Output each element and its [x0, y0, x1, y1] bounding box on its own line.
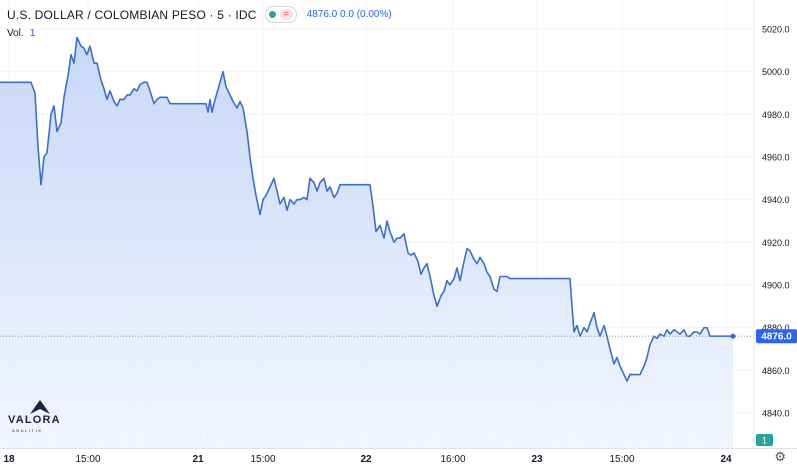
volume-tag-label: 1: [762, 436, 767, 446]
logo-wordmark: VALORA: [8, 414, 61, 426]
quote-readout: 4876.0 0.0 (0.00%): [306, 9, 392, 20]
price-axis[interactable]: 5020.0 5000.0 4980.0 4960.0 4940.0 4920.0 4900…: [762, 25, 790, 419]
y-tick-label: 4960.0: [762, 153, 790, 163]
last-price-tag: 4876.0: [756, 329, 797, 344]
x-tick-label: 23: [531, 454, 543, 465]
logo-mark-icon: [30, 400, 50, 414]
y-tick-label: 4920.0: [762, 238, 790, 248]
y-tick-label: 4900.0: [762, 281, 790, 291]
status-pill[interactable]: =: [264, 6, 297, 23]
x-tick-label: 15:00: [75, 454, 100, 465]
price-line: [0, 36, 733, 382]
x-tick-label: 22: [360, 454, 372, 465]
price-area-fill: [0, 37, 733, 448]
x-tick-label: 21: [192, 454, 204, 465]
x-tick-label: 15:00: [250, 454, 275, 465]
symbol-title[interactable]: U.S. DOLLAR / COLOMBIAN PESO · 5 · IDC: [7, 7, 257, 22]
volume-label: Vol.: [7, 28, 24, 39]
y-tick-label: 5020.0: [762, 25, 790, 35]
valora-logo: VALORA ANALITIK: [8, 400, 72, 434]
x-tick-label: 15:00: [609, 454, 634, 465]
y-tick-label: 4860.0: [762, 366, 790, 376]
gear-icon[interactable]: ⚙: [774, 449, 786, 464]
y-tick-label: 4880.0: [762, 323, 790, 333]
y-tick-label: 4940.0: [762, 195, 790, 205]
last-price-label: 4876.0: [761, 332, 792, 343]
x-tick-label: 16:00: [440, 454, 465, 465]
time-axis[interactable]: 18 15:00 21 15:00 22 16:00 23 15:00 24: [3, 454, 732, 465]
x-tick-label: 24: [720, 454, 732, 465]
y-tick-label: 5000.0: [762, 67, 790, 77]
equals-badge: =: [279, 9, 293, 20]
volume-value: 1: [29, 28, 36, 39]
logo-subtitle: ANALITIK: [12, 428, 43, 433]
volume-legend[interactable]: Vol. 1: [7, 28, 35, 39]
x-tick-label: 18: [3, 454, 15, 465]
last-price-dot: [730, 333, 736, 339]
chart-header: U.S. DOLLAR / COLOMBIAN PESO · 5 · IDC =…: [7, 6, 392, 23]
volume-tag: 1: [756, 434, 773, 446]
green-dot-icon: [268, 11, 276, 18]
y-tick-label: 4840.0: [762, 409, 790, 419]
y-tick-label: 4980.0: [762, 110, 790, 120]
